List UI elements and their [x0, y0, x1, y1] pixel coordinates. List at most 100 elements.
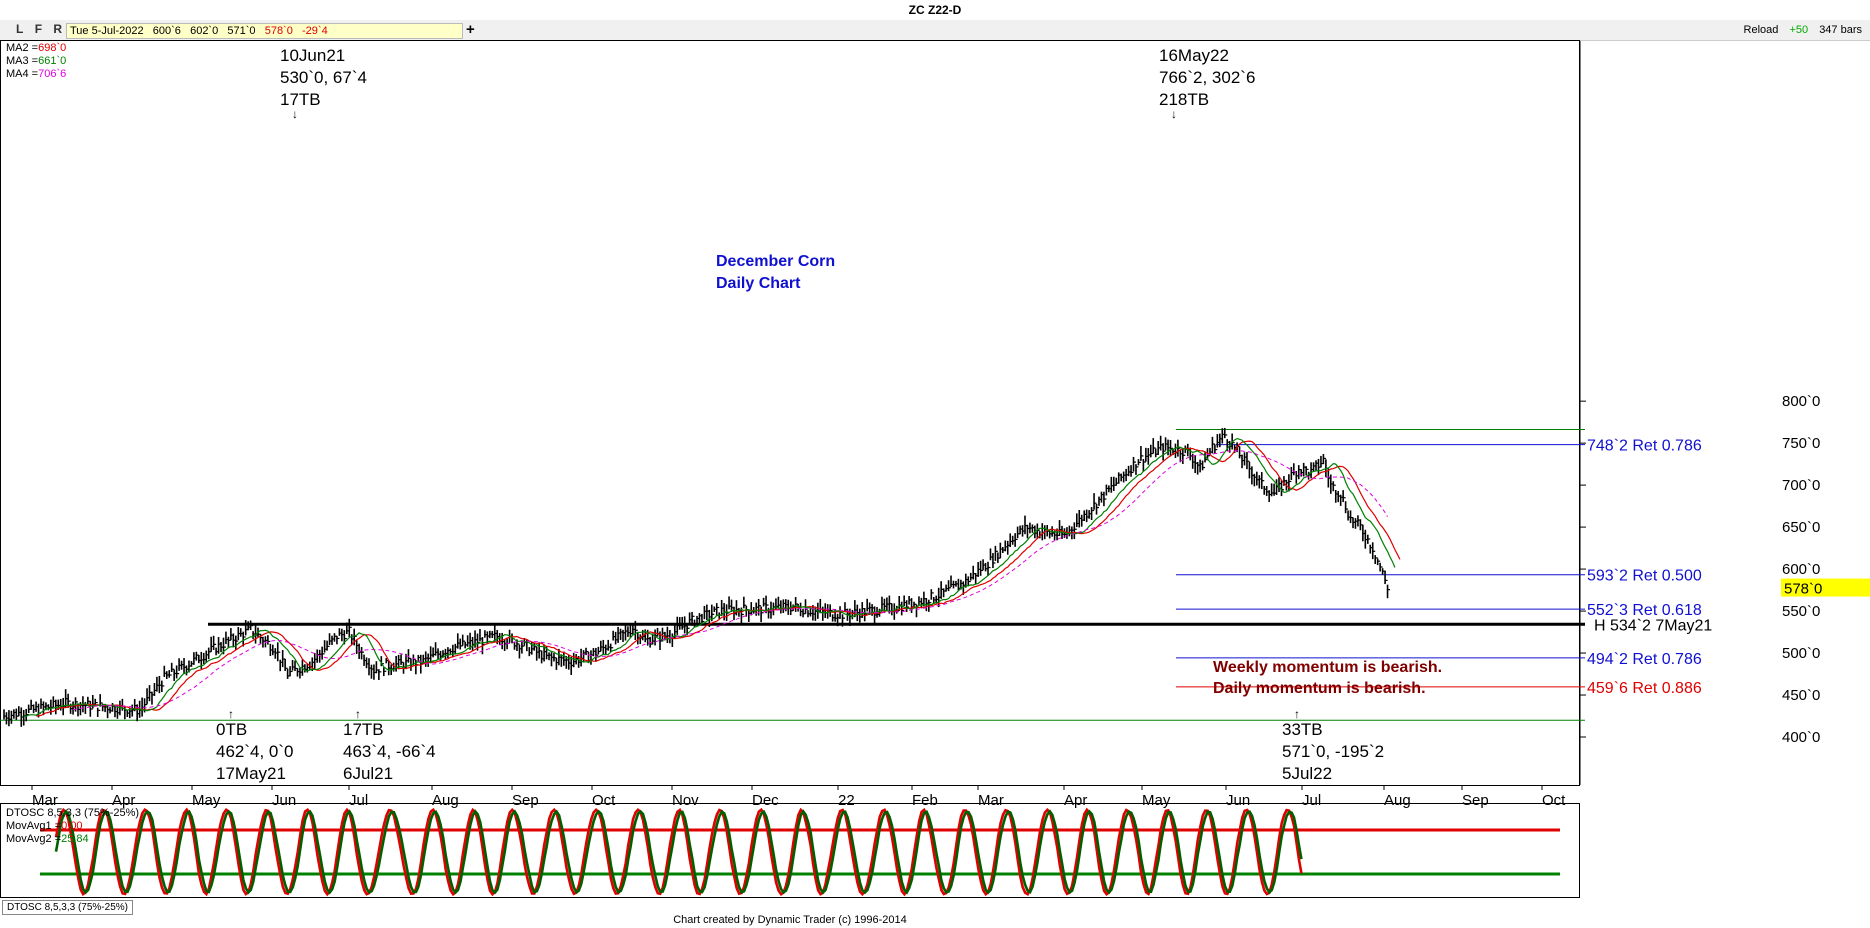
x-tick-label: Nov	[672, 792, 699, 809]
ma3-label: MA3 =	[6, 55, 39, 67]
retracement-label: 748`2 Ret 0.786	[1587, 438, 1702, 455]
annotation-prices: 463`4, -66`4	[343, 742, 436, 761]
add-button[interactable]: +	[466, 21, 475, 38]
oscillator-panel-frame	[0, 803, 1580, 898]
annotation-tb: 17TB	[280, 90, 321, 109]
ma4-value: 706`6	[38, 68, 67, 80]
retracement-label: 552`3 Ret 0.618	[1587, 602, 1702, 619]
annotation-prices: 766`2, 302`6	[1159, 68, 1255, 87]
x-tick-label: Jun	[1226, 792, 1250, 809]
chart-title-line1: December Corn	[716, 253, 835, 270]
quote-change: -29`4	[302, 25, 328, 37]
quote-high: 602`0	[190, 25, 219, 37]
x-tick-label: Feb	[912, 792, 938, 809]
annotation-prices: 462`4, 0`0	[216, 742, 294, 761]
annotation-prices: 530`0, 67`4	[280, 68, 367, 87]
bars-count: 347 bars	[1819, 24, 1862, 36]
y-tick-label: 550`0	[1782, 603, 1820, 620]
retracement-label: 459`6 Ret 0.886	[1587, 680, 1702, 697]
ma3-value: 661`0	[38, 55, 67, 67]
annotation-arrow: ↑	[355, 707, 361, 721]
osc-mov2-line	[54, 809, 1303, 895]
ma3-line	[23, 437, 1396, 717]
y-tick-label: 500`0	[1782, 645, 1820, 662]
ma2-readout: MA2 =698`0	[6, 42, 66, 54]
annotation-arrow: ↓	[292, 107, 298, 121]
osc-mov1-readout: MovAvg1 =0.00	[6, 820, 83, 832]
annotation-tb: 17TB	[343, 720, 384, 739]
x-tick-label: Oct	[592, 792, 616, 809]
footer-credit: Chart created by Dynamic Trader (c) 1996…	[673, 914, 907, 926]
y-tick-label: 450`0	[1782, 687, 1820, 704]
chart-title-line2: Daily Chart	[716, 275, 801, 292]
x-tick-label: Apr	[112, 792, 135, 809]
annotation-date: 10Jun21	[280, 46, 345, 65]
reload-button[interactable]: Reload	[1743, 24, 1779, 36]
y-tick-label: 750`0	[1782, 435, 1820, 452]
y-tick-label: 700`0	[1782, 477, 1820, 494]
x-tick-label: Apr	[1064, 792, 1087, 809]
window-title: ZC Z22-D	[908, 3, 962, 17]
ma4-line	[73, 450, 1388, 711]
last-price-label: 578`0	[1784, 581, 1822, 598]
x-tick-label: Mar	[32, 792, 58, 809]
osc-mov2-value: 25.84	[61, 833, 89, 845]
x-tick-label: Jul	[349, 792, 368, 809]
x-tick-label: 22	[838, 792, 855, 809]
retracement-label: 494`2 Ret 0.786	[1587, 651, 1702, 668]
x-tick-label: Sep	[512, 792, 539, 809]
annotation-date: 6Jul21	[343, 764, 393, 783]
annotation-arrow: ↓	[1171, 107, 1177, 121]
menu-l-button[interactable]: L	[16, 22, 24, 36]
quote-box: Tue 5-Jul-2022 600`6 602`0 571`0 578`0 -…	[66, 23, 463, 39]
high-534-label: H 534`2 7May21	[1594, 617, 1712, 634]
x-tick-label: Jun	[272, 792, 296, 809]
toolbar-menu: L F R	[16, 22, 70, 36]
y-tick-label: 400`0	[1782, 729, 1820, 746]
menu-f-button[interactable]: F	[34, 22, 43, 36]
annotation-tb: 218TB	[1159, 90, 1209, 109]
quote-date: Tue 5-Jul-2022	[70, 25, 144, 37]
annotation-date: 5Jul22	[1282, 764, 1332, 783]
x-tick-label: Oct	[1542, 792, 1566, 809]
ma4-readout: MA4 =706`6	[6, 68, 66, 80]
x-tick-label: May	[192, 792, 221, 809]
x-tick-label: Sep	[1462, 792, 1489, 809]
annotation-arrow: ↑	[228, 707, 234, 721]
quote-close: 578`0	[264, 25, 293, 37]
osc-mov2-label: MovAvg2 =	[6, 833, 62, 845]
oscillator-tab[interactable]: DTOSC 8,5,3,3 (75%-25%)	[2, 900, 133, 915]
plus-50-button[interactable]: +50	[1789, 24, 1809, 36]
osc-title: DTOSC 8,5,3,3 (75%-25%)	[6, 807, 140, 819]
ma4-label: MA4 =	[6, 68, 39, 80]
annotation-tb: 33TB	[1282, 720, 1323, 739]
annotation-tb: 0TB	[216, 720, 247, 739]
quote-low: 571`0	[227, 25, 256, 37]
ma2-label: MA2 =	[6, 42, 39, 54]
y-tick-label: 800`0	[1782, 393, 1820, 410]
osc-mov2-readout: MovAvg2 =25.84	[6, 833, 89, 845]
y-tick-label: 650`0	[1782, 519, 1820, 536]
x-tick-label: Aug	[1384, 792, 1411, 809]
momentum-daily: Daily momentum is bearish.	[1213, 680, 1426, 697]
momentum-weekly: Weekly momentum is bearish.	[1213, 659, 1442, 676]
menu-r-button[interactable]: R	[53, 22, 63, 36]
y-tick-label: 600`0	[1782, 561, 1820, 578]
ma3-readout: MA3 =661`0	[6, 55, 66, 67]
osc-mov1-line	[54, 807, 1303, 897]
x-tick-label: May	[1142, 792, 1171, 809]
x-tick-label: Aug	[432, 792, 459, 809]
x-tick-label: Dec	[752, 792, 779, 809]
retracement-label: 593`2 Ret 0.500	[1587, 568, 1702, 585]
annotation-date: 17May21	[216, 764, 286, 783]
osc-mov1-value: 0.00	[61, 820, 83, 832]
osc-mov1-label: MovAvg1 =	[6, 820, 62, 832]
x-tick-label: Jul	[1302, 792, 1321, 809]
ma2-value: 698`0	[38, 42, 67, 54]
annotation-prices: 571`0, -195`2	[1282, 742, 1384, 761]
annotation-date: 16May22	[1159, 46, 1229, 65]
toolbar-right: Reload +50 347 bars	[1744, 24, 1862, 36]
last-price-box	[1781, 578, 1870, 597]
x-tick-label: Mar	[978, 792, 1004, 809]
